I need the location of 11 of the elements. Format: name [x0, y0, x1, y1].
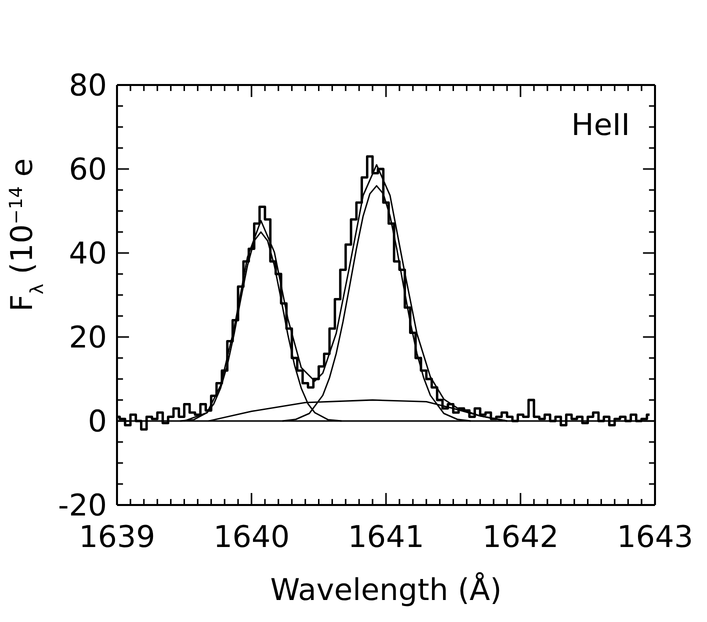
x-tick-label: 1641 [348, 520, 424, 555]
annotation: HeII [571, 108, 630, 143]
y-tick-label: 80 [68, 68, 107, 104]
x-tick-label: 1642 [482, 520, 559, 555]
x-tick-label: 1640 [213, 520, 290, 555]
y-tick-label: 60 [68, 152, 107, 188]
x-tick-label: 1643 [616, 520, 694, 555]
x-axis-title: Wavelength (Å) [270, 572, 502, 608]
y-tick-label: 0 [88, 404, 107, 440]
y-tick-label: 20 [68, 320, 107, 356]
y-tick-label: 40 [68, 236, 107, 272]
